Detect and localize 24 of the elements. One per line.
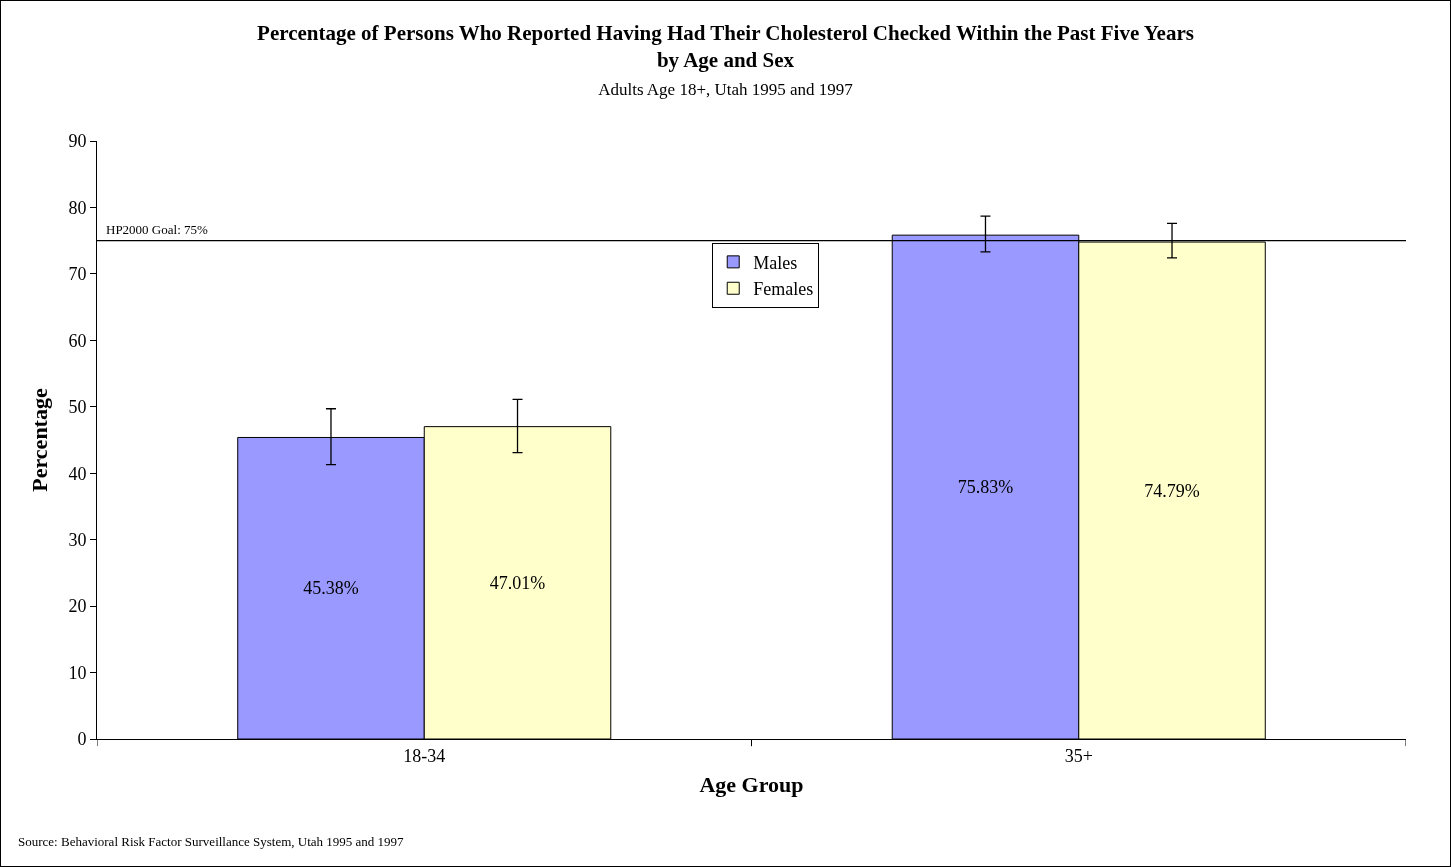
y-tick-label: 0 [77,729,87,750]
data-label: 45.38% [303,578,359,599]
chart-title: Percentage of Persons Who Reported Having Had Their Cholesterol Checked Within the Past Five Years by Age and Sex [257,20,1194,73]
y-tick-label: 30 [68,529,87,550]
y-tick-label: 90 [68,131,87,152]
y-tick-label: 60 [68,330,87,351]
data-label: 74.79% [1144,480,1200,501]
y-axis-title: Percentage [27,388,53,492]
y-tick-label: 10 [68,662,87,683]
chart-subtitle: Adults Age 18+, Utah 1995 and 1997 [598,79,854,99]
legend-label: Males [753,252,798,273]
data-label: 75.83% [957,477,1014,498]
legend-label: Females [753,279,814,300]
y-tick-label: 20 [68,596,87,617]
y-tick-label: 40 [68,463,87,484]
x-axis-title: Age Group [699,772,804,798]
y-tick-label: 70 [68,264,87,285]
y-tick-label: 80 [68,197,87,218]
ref-line-label: HP2000 Goal: 75% [106,222,208,237]
source-note: Source: Behavioral Risk Factor Surveillance System, Utah 1995 and 1997 [18,834,405,849]
x-tick-label: 18-34 [403,745,446,766]
data-label: 47.01% [489,572,546,593]
x-tick-label: 35+ [1064,745,1093,766]
y-tick-label: 50 [68,397,87,418]
